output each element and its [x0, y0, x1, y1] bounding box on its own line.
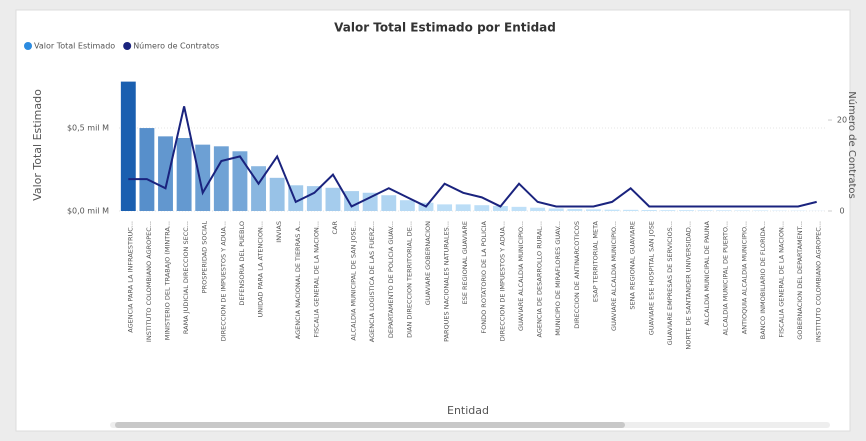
bar	[344, 191, 360, 211]
bar	[437, 204, 453, 211]
bar	[511, 206, 527, 211]
x-tick-label: PARQUES NACIONALES NATURALES...	[443, 221, 451, 342]
card	[15, 9, 851, 432]
scrollbar-thumb[interactable]	[115, 422, 625, 428]
x-tick-label: AGENCIA PARA LA INFRAESTRUC...	[126, 221, 134, 333]
x-tick-label: ALCALDIA MUNICIPAL DE PUERTO...	[722, 221, 730, 335]
line	[128, 106, 817, 208]
x-tick-label: DEPARTAMENTO DE POLICIA GUAV...	[387, 221, 395, 338]
bar	[623, 209, 639, 211]
x-tick-label: DIRECCION DE ANTINARCOTICOS	[573, 221, 581, 329]
x-tick-label: RAMA JUDICIAL DIRECCION SECC...	[182, 221, 190, 334]
legend-label: Valor Total Estimado	[34, 42, 115, 51]
bar	[306, 186, 322, 211]
bar	[585, 209, 601, 211]
x-axis-title: Entidad	[447, 404, 489, 417]
x-tick-label: ESE REGIONAL GUAVIARE	[461, 221, 469, 304]
x-tick-label: SENA REGIONAL GUAVIARE	[629, 221, 637, 310]
x-tick-label: GUAVIARE ESE HOSPITAL SAN JOSE	[647, 221, 655, 335]
y2-axis-title: Número de Contratos	[846, 91, 858, 198]
y-tick-label: $0,0 mil M	[67, 207, 109, 216]
bar	[381, 195, 397, 211]
bar	[548, 208, 564, 211]
legend-label: Número de Contratos	[133, 42, 219, 51]
bar	[530, 207, 546, 211]
x-tick-label: AGENCIA DE DESARROLLO RURAL...	[536, 221, 544, 337]
x-tick-label: ALCALDIA MUNICIPAL DE PAUNA	[703, 220, 711, 325]
x-tick-label: ESAP TERRITORIAL META	[591, 220, 599, 302]
x-tick-label: INVIAS	[275, 221, 283, 243]
bar	[176, 138, 192, 211]
x-tick-label: FISCALIA GENERAL DE LA NACION...	[312, 221, 320, 338]
x-tick-label: DIRECCION DE IMPUESTOS Y ADUA...	[498, 221, 506, 341]
x-tick-label: GUAVIARE ALCALDIA MUNICIPIO...	[517, 221, 525, 331]
bar	[660, 210, 676, 211]
legend-marker	[24, 42, 32, 50]
bar	[455, 204, 471, 211]
x-tick-label: GUAVIARE EMPRESAS DE SERVICIOS...	[666, 221, 674, 345]
y2-tick-label: 20	[837, 116, 847, 125]
bar	[232, 151, 248, 211]
bar	[567, 209, 583, 211]
bar	[251, 166, 266, 211]
bar	[697, 210, 713, 211]
bar	[474, 205, 490, 211]
x-tick-label: BANCO INMOBILIARIO DE FLORIDA...	[759, 221, 767, 339]
bar	[325, 187, 341, 211]
x-tick-label: DIRECCION DE IMPUESTOS Y ADUA...	[219, 221, 227, 341]
x-tick-label: MUNICIPIO DE MIRAFLORES GUAV...	[554, 221, 562, 336]
bar	[158, 136, 173, 211]
x-tick-label: CAR	[331, 221, 339, 235]
bar	[195, 144, 211, 211]
x-tick-label: UNIDAD PARA LA ATENCION...	[257, 221, 265, 317]
x-tick-label: AGENCIA LOGISTICA DE LAS FUERZ...	[368, 221, 376, 342]
bar	[641, 210, 657, 211]
x-tick-label: ANTIOQUIA ALCALDIA MUNICIPIO...	[740, 221, 748, 334]
legend-marker	[123, 42, 132, 50]
x-tick-label: DEFENSORIA DEL PUEBLO	[238, 221, 246, 306]
x-tick-label: GOBERNACION DEL DEPARTAMENT...	[796, 221, 804, 340]
x-tick-label: NORTE DE SANTANDER UNIVERSIDAD...	[684, 221, 692, 350]
bar	[213, 146, 229, 211]
x-tick-label: GUAVIARE ALCALDIA MUNICIPIO...	[610, 221, 618, 331]
bar	[120, 81, 136, 212]
x-tick-label: DIAN DIRECCION TERRITORIAL DE...	[405, 221, 413, 338]
x-tick-label: INSTITUTO COLOMBIANO AGROPEC...	[815, 221, 823, 342]
bar	[269, 177, 285, 211]
x-tick-label: ALCALDIA MUNICIPAL DE SAN JOSE...	[350, 221, 358, 341]
x-tick-label: GUAVIARE GOBERNACION	[424, 221, 432, 305]
x-tick-label: AGENCIA NACIONAL DE TIERRAS A...	[294, 221, 302, 339]
y2-tick-label: 0	[839, 207, 844, 216]
x-tick-label: FISCALIA GENERAL DE LA NACION...	[777, 221, 785, 338]
x-tick-label: INSTITUTO COLOMBIANO AGROPEC...	[145, 221, 153, 342]
bar	[139, 128, 155, 211]
x-tick-label: PROSPERIDAD SOCIAL	[201, 221, 209, 294]
bar	[492, 206, 508, 211]
y-axis-title: Valor Total Estimado	[31, 89, 44, 201]
x-tick-label: FONDO ROTATORIO DE LA POLICIA	[480, 220, 488, 333]
x-tick-label: MINISTERIO DEL TRABAJO (MINTRA...	[164, 221, 172, 340]
y-tick-label: $0,5 mil M	[67, 124, 109, 133]
bar	[399, 200, 415, 211]
bar	[679, 210, 694, 211]
bar	[362, 192, 378, 211]
bar	[604, 209, 620, 211]
chart-title: Valor Total Estimado por Entidad	[334, 21, 556, 35]
bar	[716, 210, 732, 211]
